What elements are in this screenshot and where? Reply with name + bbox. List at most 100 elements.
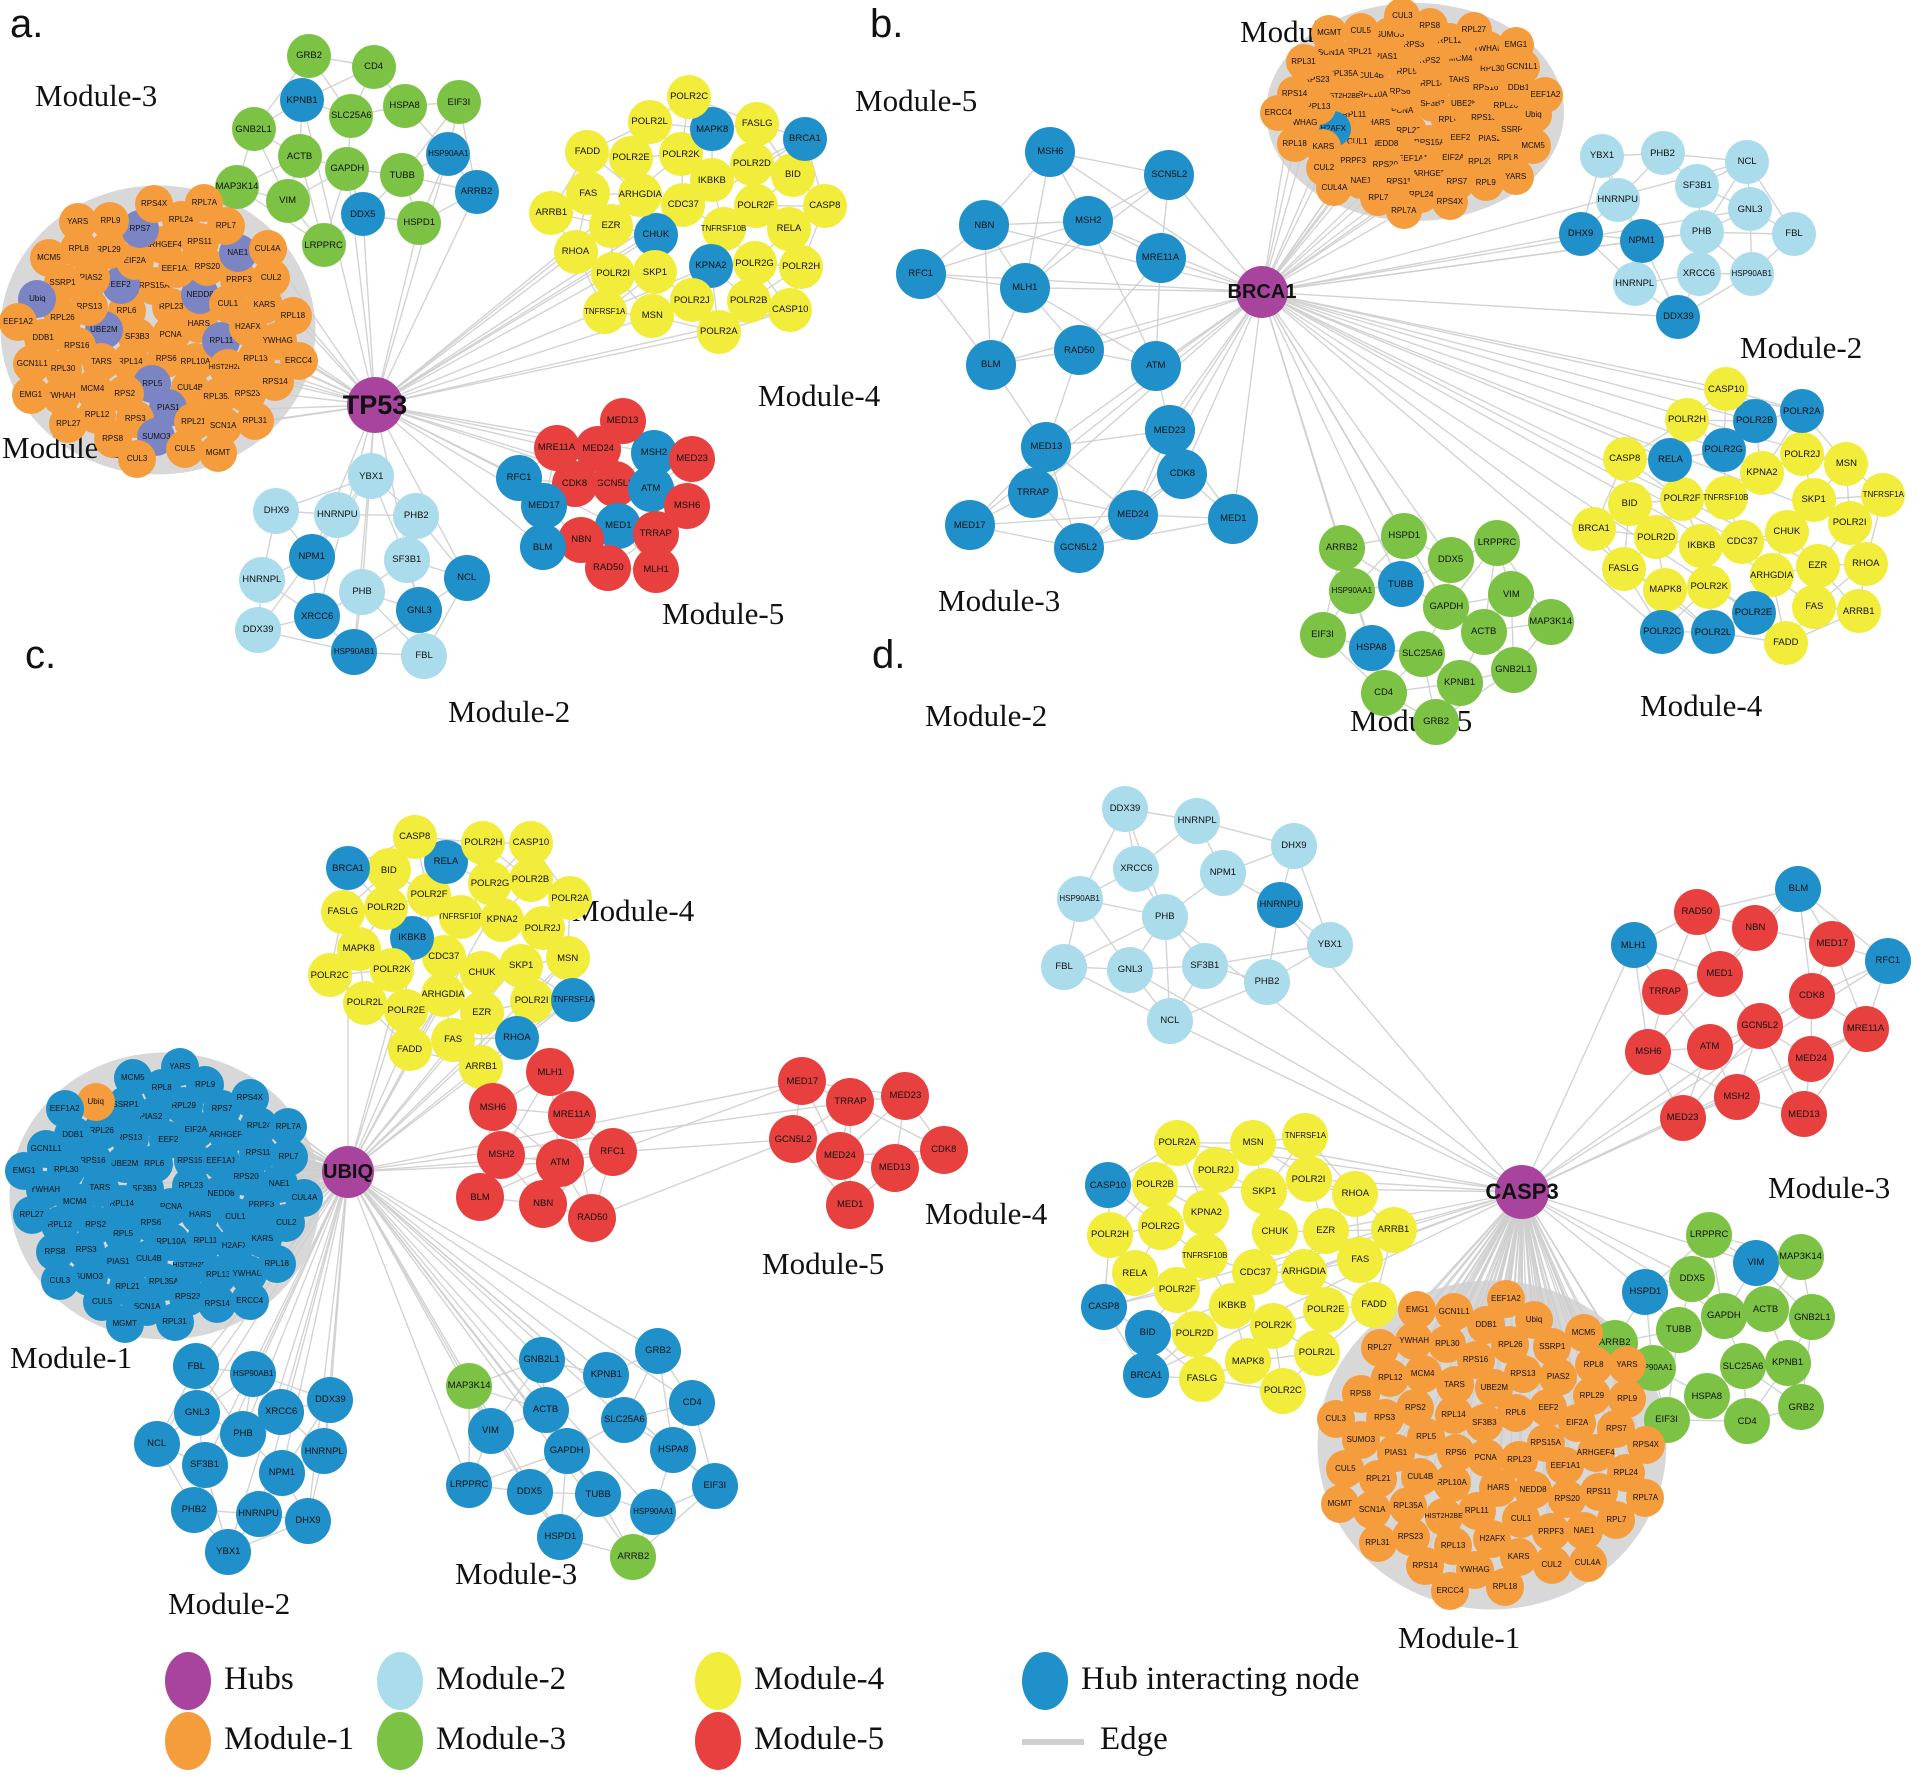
module-label: Module-4 [925, 1196, 1048, 1231]
gene-node: POLR2B [1732, 399, 1777, 444]
gene-node: KPNB1 [280, 78, 325, 123]
gene-node: YARS [58, 202, 97, 241]
gene-node: CUL4A [1568, 1543, 1607, 1582]
gene-node: HSPA8 [1683, 1373, 1730, 1420]
gene-node: MSH6 [1625, 1029, 1672, 1076]
gene-node: RHOA [1843, 541, 1888, 586]
gene-node: MRE11A [1135, 232, 1186, 283]
gene-node: GNL3 [396, 587, 443, 634]
gene-node: RPS14 [198, 1284, 237, 1323]
hub-node: BRCA1 [1228, 266, 1296, 318]
gene-node: BLM [965, 339, 1016, 390]
module-label: Module-4 [758, 378, 881, 413]
gene-node: POLR2B [1132, 1161, 1179, 1208]
gene-node: KPNB1 [1436, 659, 1483, 706]
legend-label-edge: Edge [1100, 1721, 1168, 1757]
gene-node: NCL [1725, 139, 1770, 184]
gene-node: GCN5L2 [1736, 1003, 1783, 1049]
gene-node: GCN5L2 [769, 1115, 818, 1164]
gene-node: FBL [1772, 212, 1816, 257]
gene-node: MLH1 [633, 547, 680, 594]
gene-node: MED23 [1144, 405, 1195, 456]
gene-node: HSP90AA1 [630, 1489, 677, 1536]
gene-node: RPS4X [230, 1079, 269, 1118]
gene-node: IKBKB [1209, 1282, 1256, 1329]
gene-node: MSH6 [468, 1083, 517, 1132]
module-3-marker [377, 1712, 423, 1770]
gene-node: BID [1607, 482, 1652, 527]
gene-node: YBX1 [1580, 134, 1624, 179]
gene-node: POLR2A [548, 876, 592, 921]
gene-node: CUL4A [1316, 170, 1353, 207]
gene-node: MSH6 [664, 483, 711, 530]
gene-node: CDK8 [1788, 972, 1835, 1019]
legend-label-module-5: Module-5 [754, 1721, 885, 1757]
gene-node: DDX5 [1669, 1255, 1716, 1302]
gene-node: CD4 [669, 1379, 716, 1426]
module-label: Module-5 [855, 83, 978, 118]
gene-node: POLR2A [1779, 389, 1824, 434]
gene-node: POLR2I [1827, 501, 1872, 545]
gene-node: PHB [339, 569, 386, 615]
gene-node: FBL [173, 1343, 220, 1390]
gene-node: POLR2D [1171, 1311, 1218, 1358]
gene-node: DDX39 [235, 607, 282, 654]
gene-node: RHOA [494, 1015, 539, 1060]
gene-node: MRE11A [1842, 1005, 1889, 1052]
gene-node: MSN [630, 294, 675, 339]
gene-node: RPS14 [256, 362, 295, 401]
gene-node: POLR2L [1691, 610, 1735, 655]
gene-node: SCN5L2 [1144, 150, 1195, 201]
gene-node: GNB2L1 [1789, 1294, 1836, 1341]
gene-node: GAPDH [543, 1428, 590, 1475]
gene-node: MSN [545, 936, 590, 981]
gene-node: RHOA [1332, 1170, 1379, 1217]
gene-node: CASP8 [802, 184, 847, 229]
gene-node: GRB2 [635, 1327, 682, 1374]
gene-node: GNL3 [1728, 187, 1773, 232]
gene-node: RPL7A [1626, 1478, 1665, 1517]
gene-node: BRCA1 [326, 846, 370, 891]
gene-node: XRCC6 [1113, 845, 1160, 892]
gene-node: MED23 [1659, 1094, 1706, 1141]
gene-node: BLM [519, 524, 566, 571]
gene-node: MCM5 [113, 1058, 152, 1097]
gene-node: NCL [443, 554, 490, 601]
gene-node: POLR2J [1192, 1147, 1239, 1194]
gene-node: TUBB [380, 153, 425, 198]
gene-node: BRCA1 [1572, 506, 1616, 551]
gene-node: POLR2I [591, 251, 636, 296]
gene-node: YARS [160, 1047, 199, 1086]
gene-node: POLR2J [1780, 432, 1825, 477]
gene-node: RPL9 [1467, 164, 1504, 201]
gene-node: MSH2 [1713, 1073, 1760, 1120]
gene-node: NPM1 [258, 1449, 305, 1496]
gene-node: TNFRSF10B [1703, 475, 1749, 520]
gene-node: POLR2C [307, 953, 352, 998]
gene-node: HNRNPU [235, 1491, 282, 1538]
gene-node: CHUK [460, 951, 504, 996]
gene-node: POLR2A [696, 310, 741, 355]
gene-node: DHX9 [1270, 823, 1317, 870]
gene-node: ATM [535, 1138, 584, 1187]
gene-node: POLR2K [1687, 564, 1732, 609]
gene-node: CDK8 [919, 1125, 968, 1174]
gene-node: NPM1 [1619, 218, 1664, 263]
gene-node: FASLG [735, 101, 780, 146]
gene-node: RPS14 [1406, 1546, 1444, 1585]
module-label: Module-5 [762, 1246, 885, 1281]
legend-label-hub-interacting-node: Hub interacting node [1081, 1661, 1360, 1697]
gene-node: SKP1 [632, 250, 677, 295]
gene-node: MCM5 [29, 239, 68, 277]
gene-node: ATM [1130, 340, 1181, 391]
module-label: Module-3 [938, 583, 1061, 618]
gene-node: RPL9 [91, 201, 130, 240]
gene-node: SF3B1 [383, 536, 430, 583]
module-label: Module-2 [1740, 330, 1863, 365]
gene-node: EEF1A2 [1486, 1279, 1525, 1318]
gene-node: HSP90AA1 [1328, 567, 1375, 614]
gene-node: POLR2H [779, 244, 824, 289]
gene-node: DDX39 [1656, 295, 1701, 340]
gene-node: POLR2L [343, 981, 387, 1026]
gene-node: DDX5 [340, 192, 385, 237]
